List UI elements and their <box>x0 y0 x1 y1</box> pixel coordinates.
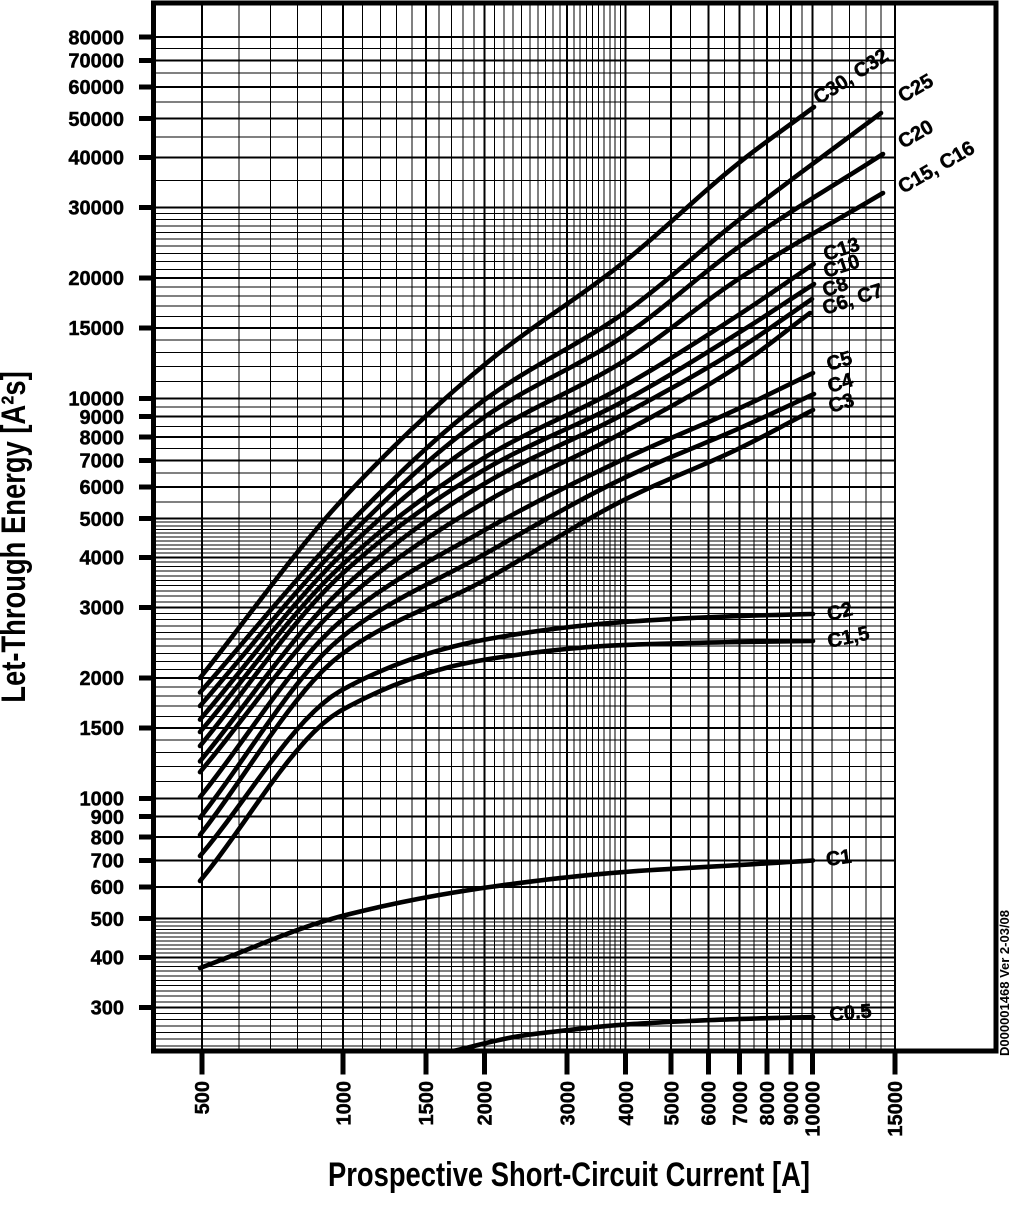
svg-text:800: 800 <box>91 827 124 849</box>
svg-text:1500: 1500 <box>80 718 125 740</box>
svg-text:4000: 4000 <box>80 548 125 570</box>
svg-text:15000: 15000 <box>68 318 124 340</box>
svg-text:9000: 9000 <box>781 1081 803 1126</box>
svg-text:15000: 15000 <box>885 1081 907 1137</box>
svg-text:900: 900 <box>91 807 124 829</box>
svg-text:20000: 20000 <box>68 268 124 290</box>
svg-text:1000: 1000 <box>80 789 125 811</box>
svg-text:400: 400 <box>91 948 124 970</box>
svg-text:4000: 4000 <box>616 1081 638 1126</box>
svg-text:60000: 60000 <box>68 77 124 99</box>
svg-text:C2: C2 <box>825 598 855 626</box>
svg-text:D000001468 Ver 2-03/08: D000001468 Ver 2-03/08 <box>997 910 1012 1056</box>
svg-text:3000: 3000 <box>557 1081 579 1126</box>
svg-text:6000: 6000 <box>699 1081 721 1126</box>
svg-text:80000: 80000 <box>68 27 124 49</box>
svg-text:10000: 10000 <box>68 389 124 411</box>
svg-text:1500: 1500 <box>416 1081 438 1126</box>
svg-text:Prospective Short-Circuit Curr: Prospective Short-Circuit Current [A] <box>328 1155 810 1194</box>
svg-text:8000: 8000 <box>757 1081 779 1126</box>
svg-text:500: 500 <box>91 909 124 931</box>
svg-text:70000: 70000 <box>68 50 124 72</box>
svg-text:Let-Through Energy [A²s]: Let-Through Energy [A²s] <box>0 371 33 702</box>
svg-text:600: 600 <box>91 877 124 899</box>
svg-text:500: 500 <box>192 1081 214 1114</box>
svg-text:700: 700 <box>91 850 124 872</box>
svg-text:7000: 7000 <box>730 1081 752 1126</box>
svg-text:300: 300 <box>91 998 124 1020</box>
svg-text:5000: 5000 <box>661 1081 683 1126</box>
svg-text:3000: 3000 <box>80 598 125 620</box>
svg-text:7000: 7000 <box>80 450 125 472</box>
svg-text:8000: 8000 <box>80 427 125 449</box>
svg-text:30000: 30000 <box>68 198 124 220</box>
svg-text:10000: 10000 <box>803 1081 825 1137</box>
svg-text:6000: 6000 <box>80 477 125 499</box>
svg-text:2000: 2000 <box>80 668 125 690</box>
svg-text:50000: 50000 <box>68 109 124 131</box>
svg-text:C1: C1 <box>825 846 853 871</box>
svg-text:40000: 40000 <box>68 148 124 170</box>
svg-text:2000: 2000 <box>475 1081 497 1126</box>
svg-text:C0.5: C0.5 <box>829 1000 873 1026</box>
svg-text:1000: 1000 <box>333 1081 355 1126</box>
svg-text:9000: 9000 <box>80 407 125 429</box>
svg-text:5000: 5000 <box>80 509 125 531</box>
